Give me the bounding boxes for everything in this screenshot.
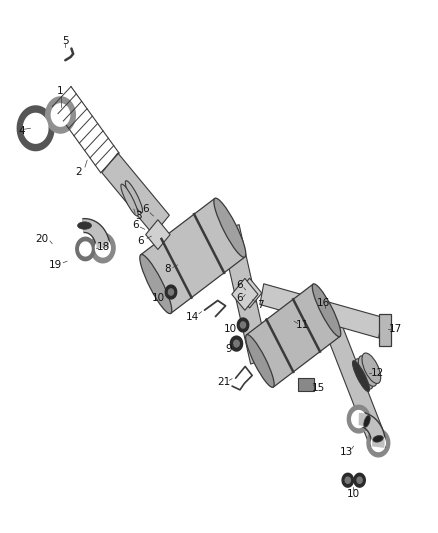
Polygon shape <box>237 318 249 332</box>
Polygon shape <box>367 429 390 457</box>
Text: 5: 5 <box>62 36 69 45</box>
Polygon shape <box>352 410 366 427</box>
Polygon shape <box>76 237 95 261</box>
Ellipse shape <box>140 254 172 313</box>
Polygon shape <box>342 473 353 487</box>
Ellipse shape <box>214 198 246 257</box>
Polygon shape <box>234 340 239 347</box>
Polygon shape <box>80 242 91 256</box>
Text: 13: 13 <box>340 447 353 456</box>
Ellipse shape <box>121 184 138 216</box>
Text: 3: 3 <box>135 211 141 221</box>
Text: 15: 15 <box>312 383 325 393</box>
Text: 2: 2 <box>75 167 82 177</box>
Text: 11: 11 <box>295 320 309 330</box>
Text: 6: 6 <box>132 220 138 230</box>
Polygon shape <box>357 477 362 483</box>
Ellipse shape <box>130 177 147 209</box>
Ellipse shape <box>78 222 92 229</box>
Polygon shape <box>165 285 177 299</box>
Ellipse shape <box>353 361 370 392</box>
Text: 6: 6 <box>142 204 149 214</box>
Ellipse shape <box>125 181 142 213</box>
Text: 10: 10 <box>152 293 165 303</box>
Polygon shape <box>354 473 365 487</box>
FancyBboxPatch shape <box>298 378 314 391</box>
FancyBboxPatch shape <box>379 314 391 346</box>
Polygon shape <box>319 306 386 448</box>
Polygon shape <box>371 434 385 451</box>
Ellipse shape <box>358 356 377 386</box>
Text: 6: 6 <box>236 280 243 290</box>
Polygon shape <box>240 322 246 328</box>
Text: 4: 4 <box>18 126 25 136</box>
Polygon shape <box>230 336 243 351</box>
Text: 6: 6 <box>137 236 144 246</box>
Polygon shape <box>347 405 370 433</box>
Ellipse shape <box>362 353 381 384</box>
Text: 1: 1 <box>57 86 64 96</box>
Ellipse shape <box>355 359 373 389</box>
Text: 8: 8 <box>164 264 171 274</box>
Text: 16: 16 <box>317 297 330 308</box>
Polygon shape <box>141 198 245 313</box>
Polygon shape <box>260 284 382 338</box>
Polygon shape <box>51 104 70 126</box>
Text: 6: 6 <box>236 293 243 303</box>
Polygon shape <box>169 289 173 295</box>
Polygon shape <box>232 278 258 310</box>
Ellipse shape <box>373 435 383 442</box>
Text: 18: 18 <box>97 242 110 252</box>
Text: 12: 12 <box>371 368 384 378</box>
Polygon shape <box>221 224 269 364</box>
Text: 20: 20 <box>35 234 49 244</box>
Text: 21: 21 <box>218 377 231 387</box>
Ellipse shape <box>364 415 370 427</box>
Text: 14: 14 <box>186 312 199 322</box>
Polygon shape <box>345 477 350 483</box>
Ellipse shape <box>312 284 341 337</box>
Text: 19: 19 <box>49 260 62 270</box>
Ellipse shape <box>246 335 274 387</box>
Text: 10: 10 <box>347 489 360 499</box>
Polygon shape <box>46 97 75 133</box>
Text: 10: 10 <box>224 324 237 334</box>
Text: 9: 9 <box>225 344 232 354</box>
Polygon shape <box>91 233 115 263</box>
Polygon shape <box>17 106 54 151</box>
Text: 17: 17 <box>389 324 403 334</box>
Polygon shape <box>237 278 262 308</box>
Polygon shape <box>146 220 170 249</box>
Polygon shape <box>23 114 48 143</box>
Polygon shape <box>95 239 110 257</box>
Polygon shape <box>102 153 170 235</box>
Text: 7: 7 <box>257 300 264 310</box>
Polygon shape <box>247 284 340 387</box>
